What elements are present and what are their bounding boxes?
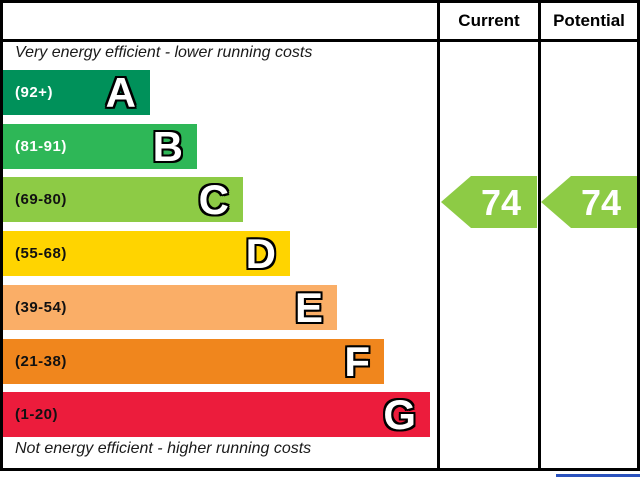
potential-rating-arrow: 74 [541,176,637,228]
potential-column-header: Potential [553,11,625,30]
band-letter: F [344,338,370,385]
band-row: (39-54) E [3,285,337,330]
band-range: (92+) [15,84,53,101]
potential-rating-value: 74 [581,182,621,223]
band-letter: G [383,391,416,438]
current-rating-value: 74 [481,182,521,223]
band-range: (55-68) [15,245,67,262]
band-row: (1-20) G [3,392,430,437]
band-letter: A [105,69,136,116]
band-range: (21-38) [15,353,67,370]
band-row: (92+) A [3,70,150,115]
current-rating-arrow: 74 [441,176,537,228]
top-caption: Very energy efficient - lower running co… [15,44,313,61]
band-row: (69-80) C [3,177,243,222]
band-letter: E [294,284,323,331]
band-row: (21-38) F [3,339,384,384]
band-range: (1-20) [15,406,59,423]
current-column-header: Current [458,11,520,30]
footer-accent-rule [556,474,640,477]
band-range: (81-91) [15,138,67,155]
bottom-caption: Not energy efficient - higher running co… [15,440,312,457]
band-letter: D [245,230,276,277]
band-row: (55-68) D [3,231,290,276]
column-divider-current [437,3,440,468]
band-letter: C [198,176,229,223]
band-letter: B [152,123,183,170]
column-divider-potential [538,3,541,468]
potential-rating-arrow-shape [541,176,637,228]
band-range: (69-80) [15,191,67,208]
header-divider [3,39,637,42]
current-rating-arrow-shape [441,176,537,228]
band-range: (39-54) [15,299,67,316]
band-row: (81-91) B [3,124,197,169]
